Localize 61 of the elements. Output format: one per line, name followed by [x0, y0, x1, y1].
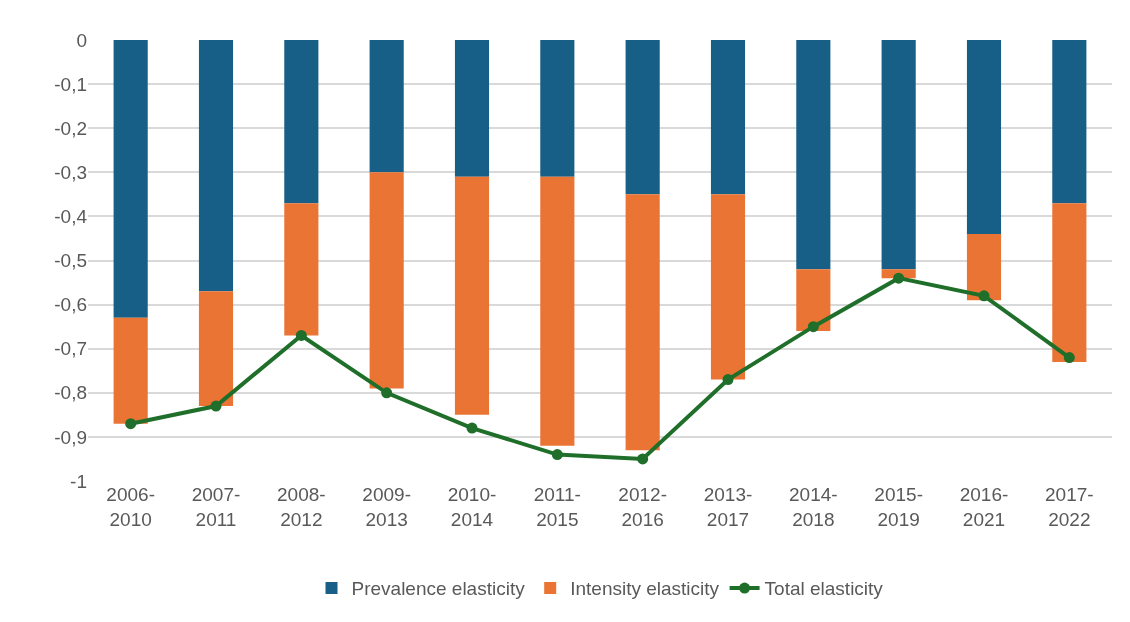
point [125, 418, 137, 430]
legend-label: Prevalence elasticity [351, 578, 526, 600]
x-tick-label: 2014- 2018 [789, 484, 838, 530]
bar [625, 194, 660, 451]
bar [284, 203, 319, 336]
y-tick-label: -0,4 [54, 206, 88, 228]
point [978, 290, 990, 302]
point [1063, 352, 1075, 364]
y-tick-label: -0,9 [54, 426, 87, 448]
bar [198, 40, 234, 292]
bar [113, 317, 148, 424]
y-tick-label: 0 [76, 29, 87, 51]
bar [881, 40, 916, 270]
point [893, 272, 905, 284]
bar [710, 194, 746, 380]
y-tick-label: -0,5 [54, 250, 87, 272]
y-tick-label: -0,1 [54, 73, 87, 95]
bar [625, 40, 660, 195]
x-tick-label: 2016- 2021 [959, 484, 1009, 530]
point [466, 422, 478, 434]
x-tick-label: 2011- 2015 [533, 484, 581, 530]
bar [966, 40, 1002, 235]
point [722, 374, 734, 386]
bar [113, 40, 148, 318]
point [210, 400, 222, 412]
point [637, 453, 649, 465]
x-tick-label: 2010- 2014 [447, 484, 497, 530]
x-tick-label: 2006- 2010 [106, 484, 155, 530]
bar [540, 176, 575, 446]
bar [966, 234, 1002, 301]
legend-label: Intensity elasticity [570, 578, 720, 600]
bar [454, 40, 490, 177]
y-tick-label: -1 [70, 470, 87, 492]
bar [796, 40, 831, 270]
bar [454, 176, 490, 415]
bar [1052, 40, 1087, 204]
bar [1052, 203, 1087, 362]
x-tick-label: 2007- 2011 [191, 484, 241, 530]
x-tick-label: 2015- 2019 [874, 484, 923, 530]
bar [369, 40, 404, 173]
bar [540, 40, 575, 177]
x-tick-label: 2008- 2012 [277, 484, 326, 530]
point [295, 329, 307, 341]
y-tick-label: -0,8 [54, 382, 87, 404]
y-tick-label: -0,6 [54, 294, 87, 316]
bar [796, 269, 831, 332]
legend-label: Total elasticity [764, 578, 884, 600]
bar [284, 40, 319, 204]
x-tick-label: 2009- 2013 [362, 484, 411, 530]
y-tick-label: -0,2 [54, 117, 87, 139]
point [381, 387, 393, 399]
bar [710, 40, 746, 195]
y-tick-label: -0,3 [54, 161, 87, 183]
x-tick-label: 2013- 2017 [703, 484, 753, 530]
point [807, 321, 819, 333]
y-tick-label: -0,7 [54, 338, 87, 360]
point [551, 449, 563, 461]
bar [369, 172, 404, 389]
x-tick-label: 2017- 2022 [1045, 484, 1094, 530]
x-tick-label: 2012- 2016 [618, 484, 667, 530]
bar [198, 291, 234, 407]
